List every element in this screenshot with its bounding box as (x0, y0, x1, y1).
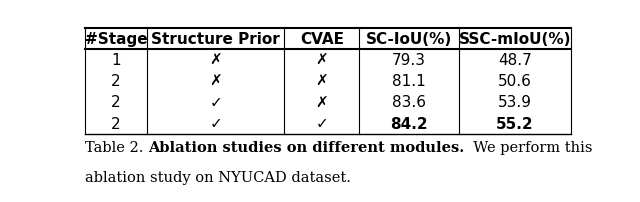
Text: 84.2: 84.2 (390, 116, 428, 131)
Text: 81.1: 81.1 (392, 74, 426, 89)
Text: 83.6: 83.6 (392, 95, 426, 110)
Text: 2: 2 (111, 95, 121, 110)
Text: ✓: ✓ (209, 116, 222, 131)
Text: ablation study on NYUCAD dataset.: ablation study on NYUCAD dataset. (85, 170, 351, 184)
Text: SC-IoU(%): SC-IoU(%) (366, 32, 452, 47)
Text: Table 2.: Table 2. (85, 140, 148, 154)
Text: 55.2: 55.2 (496, 116, 534, 131)
Text: 1: 1 (111, 53, 121, 68)
Text: SSC-mIoU(%): SSC-mIoU(%) (459, 32, 572, 47)
Text: ✓: ✓ (316, 116, 328, 131)
Text: CVAE: CVAE (300, 32, 344, 47)
Text: 79.3: 79.3 (392, 53, 426, 68)
Text: 50.6: 50.6 (498, 74, 532, 89)
Text: ✓: ✓ (209, 95, 222, 110)
Text: We perform this: We perform this (464, 140, 593, 154)
Text: ✗: ✗ (209, 74, 222, 89)
Text: 2: 2 (111, 74, 121, 89)
Text: ✗: ✗ (316, 53, 328, 68)
Text: ✗: ✗ (209, 53, 222, 68)
Text: Structure Prior: Structure Prior (152, 32, 280, 47)
Text: 53.9: 53.9 (498, 95, 532, 110)
Text: ✗: ✗ (316, 74, 328, 89)
Text: 2: 2 (111, 116, 121, 131)
Text: 48.7: 48.7 (498, 53, 532, 68)
Text: Ablation studies on different modules.: Ablation studies on different modules. (148, 140, 464, 154)
Text: ✗: ✗ (316, 95, 328, 110)
Text: #Stage: #Stage (85, 32, 147, 47)
